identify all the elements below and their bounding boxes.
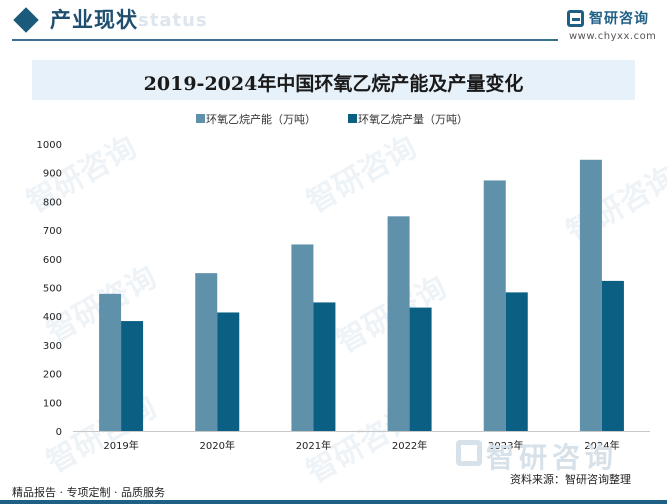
header: status 产业现状 智研咨询 www.chyxx.com	[0, 0, 667, 44]
y-tick-label: 100	[43, 398, 62, 409]
y-tick-label: 900	[43, 169, 62, 180]
bar-capacity	[387, 216, 410, 431]
legend-label-capacity: 环氧乙烷产能（万吨）	[206, 113, 316, 126]
bar-capacity	[195, 273, 218, 431]
brand-url: www.chyxx.com	[569, 31, 657, 42]
y-tick-label: 1000	[37, 140, 62, 151]
bar-output	[121, 321, 144, 431]
footer-tagline: 精品报告 · 专项定制 · 品质服务	[12, 486, 165, 499]
y-tick-label: 0	[56, 427, 62, 438]
x-tick-label: 2022年	[392, 439, 427, 452]
legend-swatch-output	[348, 114, 357, 123]
legend-label-output: 环氧乙烷产量（万吨）	[358, 113, 468, 126]
y-tick-label: 700	[43, 226, 62, 237]
x-tick-label: 2021年	[296, 439, 331, 452]
bar-capacity	[99, 293, 122, 431]
y-tick-label: 500	[43, 284, 62, 295]
header-divider	[12, 39, 558, 41]
x-tick-label: 2020年	[200, 439, 235, 452]
legend-swatch-capacity	[196, 114, 205, 123]
bar-output	[409, 307, 432, 431]
bar-capacity	[483, 180, 506, 431]
brand-name: 智研咨询	[589, 11, 649, 27]
y-tick-label: 800	[43, 197, 62, 208]
watermark-brand: 智研咨询	[486, 441, 619, 474]
x-tick-label: 2024年	[584, 439, 619, 452]
section-title: 产业现状	[50, 8, 138, 32]
watermark-logo-icon	[456, 440, 482, 466]
bar-capacity	[579, 159, 602, 431]
logo-icon	[567, 10, 584, 27]
chart-title-banner: 2019-2024年中国环氧乙烷产能及产量变化	[32, 60, 635, 100]
footer-divider	[0, 500, 667, 504]
y-tick-label: 300	[43, 341, 62, 352]
footer-source: 资料来源：智研咨询整理	[510, 473, 631, 486]
y-tick-label: 600	[43, 255, 62, 266]
y-tick-label: 200	[43, 370, 62, 381]
bar-output	[217, 312, 240, 431]
bar-output	[601, 280, 624, 431]
y-tick-label: 400	[43, 312, 62, 323]
x-tick-label: 2019年	[103, 439, 138, 452]
chart-title: 2019-2024年中国环氧乙烷产能及产量变化	[143, 73, 524, 95]
bar-output	[313, 302, 336, 431]
bar-output	[505, 292, 528, 431]
header-background-word: status	[138, 10, 208, 31]
brand-logo: 智研咨询 www.chyxx.com	[567, 8, 663, 44]
x-tick-label: 2023年	[488, 439, 523, 452]
bar-capacity	[291, 244, 314, 431]
